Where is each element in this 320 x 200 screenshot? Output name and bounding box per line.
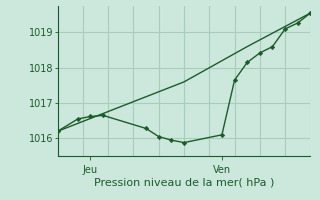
X-axis label: Pression niveau de la mer( hPa ): Pression niveau de la mer( hPa ) — [94, 178, 274, 188]
